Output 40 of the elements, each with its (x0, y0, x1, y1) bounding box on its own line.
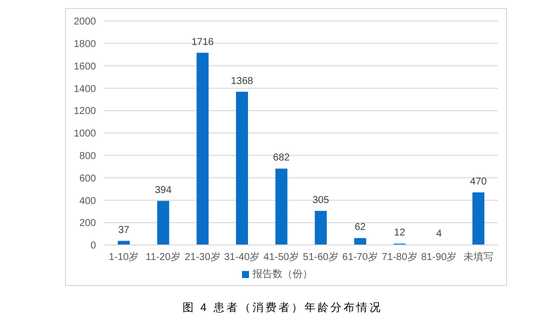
y-tick-label: 600 (79, 173, 96, 184)
x-tick-label: 51-60岁 (302, 251, 338, 264)
x-tick-label: 31-40岁 (224, 251, 260, 264)
x-tick-label: 11-20岁 (146, 251, 181, 264)
y-tick-label: 1000 (74, 128, 96, 140)
y-tick-label: 0 (90, 240, 96, 252)
y-tick-label: 1600 (74, 61, 96, 72)
y-tick-label: 400 (79, 196, 96, 207)
x-tick-label: 81-90岁 (421, 251, 457, 264)
data-label: 1716 (191, 36, 214, 48)
y-tick-label: 200 (79, 218, 96, 230)
bar (472, 192, 484, 245)
data-label: 1368 (230, 76, 254, 87)
data-label: 682 (273, 152, 290, 164)
bar (196, 52, 209, 245)
legend-label: 报告数（份） (252, 269, 312, 280)
bar (275, 168, 288, 245)
bar (236, 92, 248, 245)
data-label: 305 (312, 194, 330, 206)
bar (314, 210, 327, 245)
x-tick-label: 21-30岁 (184, 251, 220, 264)
y-tick-label: 800 (79, 150, 96, 162)
x-tick-label: 41-50岁 (264, 251, 300, 264)
bar (157, 200, 170, 245)
y-tick-label: 1400 (74, 84, 96, 95)
data-label: 4 (436, 228, 442, 240)
y-tick-label: 2000 (74, 16, 96, 28)
data-label: 62 (354, 222, 366, 234)
data-label: 12 (394, 228, 406, 239)
x-tick-label: 61-70岁 (342, 251, 378, 264)
data-label: 470 (470, 176, 488, 188)
x-tick-label: 71-80岁 (382, 251, 418, 264)
y-tick-label: 1800 (74, 38, 96, 50)
data-label: 394 (154, 184, 172, 196)
data-label: 37 (118, 224, 130, 236)
bar (354, 238, 366, 245)
x-tick-label: 未填写 (463, 251, 494, 264)
caption: 图 4 患者（消费者）年龄分布情况 (181, 300, 384, 315)
x-tick-label: 1-10岁 (108, 251, 139, 264)
y-tick-label: 1200 (74, 106, 96, 118)
